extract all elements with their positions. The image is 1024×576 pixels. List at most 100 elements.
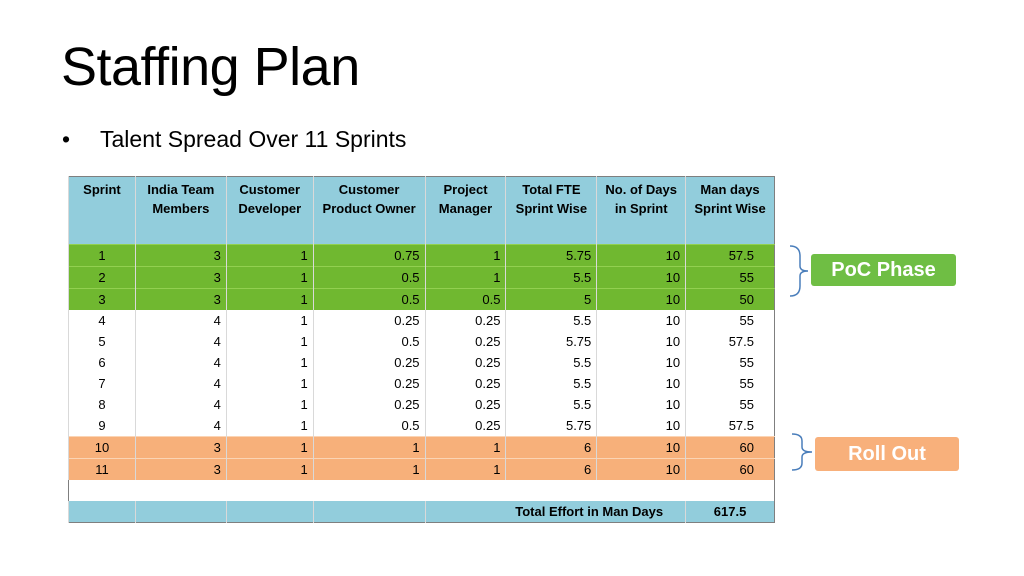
table-row: 8 4 1 0.25 0.25 5.5 10 55 (68, 394, 775, 415)
cell-days-in-sprint: 10 (596, 310, 686, 331)
cell-days-in-sprint: 10 (596, 458, 686, 480)
cell-india-team: 4 (134, 310, 227, 331)
cell-customer-product-owner: 0.25 (312, 373, 426, 394)
cell-project-manager: 0.25 (424, 310, 506, 331)
table-row: 3 3 1 0.5 0.5 5 10 50 (68, 288, 775, 310)
cell-sprint: 5 (68, 331, 136, 352)
cell-india-team: 3 (134, 436, 227, 459)
cell-project-manager: 0.5 (424, 288, 506, 310)
table-row: 6 4 1 0.25 0.25 5.5 10 55 (68, 352, 775, 373)
cell-total-fte: 5.5 (505, 310, 597, 331)
cell-customer-developer: 1 (225, 331, 314, 352)
cell-man-days: 60 (685, 436, 775, 459)
cell-total-fte: 5.75 (505, 331, 597, 352)
cell-days-in-sprint: 10 (596, 331, 686, 352)
cell-man-days: 55 (685, 266, 775, 289)
cell-customer-developer: 1 (225, 244, 314, 267)
cell-days-in-sprint: 10 (596, 373, 686, 394)
cell-project-manager: 1 (424, 244, 506, 267)
cell-customer-product-owner: 1 (312, 436, 426, 459)
cell-days-in-sprint: 10 (596, 352, 686, 373)
cell-sprint: 3 (68, 288, 136, 310)
header-row: Sprint India Team Members Customer Devel… (68, 176, 775, 245)
header-total-fte: Total FTE Sprint Wise (505, 176, 597, 245)
table-row: 11 3 1 1 1 6 10 60 (68, 458, 775, 480)
cell-customer-product-owner: 0.5 (312, 288, 426, 310)
table-row: 9 4 1 0.5 0.25 5.75 10 57.5 (68, 415, 775, 437)
cell-india-team: 4 (134, 394, 227, 415)
cell-man-days: 57.5 (685, 415, 775, 437)
rollout-phase-label: Roll Out (815, 437, 959, 471)
cell-india-team: 4 (134, 331, 227, 352)
cell-customer-product-owner: 0.5 (312, 266, 426, 289)
cell-man-days: 60 (685, 458, 775, 480)
cell-man-days: 55 (685, 310, 775, 331)
cell-customer-developer: 1 (225, 310, 314, 331)
cell-total-fte: 6 (505, 436, 597, 459)
cell-project-manager: 1 (424, 266, 506, 289)
cell-sprint: 10 (68, 436, 136, 459)
cell-customer-product-owner: 0.5 (312, 331, 426, 352)
cell-project-manager: 0.25 (424, 373, 506, 394)
bullet-text: Talent Spread Over 11 Sprints (100, 126, 407, 152)
cell-total-fte: 5.5 (505, 373, 597, 394)
cell-project-manager: 0.25 (424, 331, 506, 352)
cell-man-days: 50 (685, 288, 775, 310)
table-row: 7 4 1 0.25 0.25 5.5 10 55 (68, 373, 775, 394)
cell-project-manager: 0.25 (424, 352, 506, 373)
cell-man-days: 57.5 (685, 331, 775, 352)
cell-india-team: 3 (134, 266, 227, 289)
cell-sprint: 6 (68, 352, 136, 373)
cell-days-in-sprint: 10 (596, 394, 686, 415)
cell-man-days: 55 (685, 352, 775, 373)
cell-sprint: 11 (68, 458, 136, 480)
cell-man-days: 55 (685, 373, 775, 394)
bullet-symbol: • (62, 126, 71, 152)
cell-india-team: 4 (134, 415, 227, 437)
cell-total-fte: 5.5 (505, 394, 597, 415)
total-empty-cell (68, 501, 136, 523)
poc-phase-label: PoC Phase (811, 254, 956, 286)
table-row: 4 4 1 0.25 0.25 5.5 10 55 (68, 310, 775, 331)
spacer-row (69, 480, 775, 501)
cell-days-in-sprint: 10 (596, 244, 686, 267)
header-customer-developer: Customer Developer (225, 176, 314, 245)
poc-brace-icon (789, 245, 809, 297)
total-empty-cell (134, 501, 227, 523)
cell-customer-developer: 1 (225, 288, 314, 310)
cell-customer-product-owner: 0.75 (312, 244, 426, 267)
cell-sprint: 2 (68, 266, 136, 289)
header-man-days: Man days Sprint Wise (685, 176, 775, 245)
total-empty-cell (312, 501, 426, 523)
cell-total-fte: 6 (505, 458, 597, 480)
cell-days-in-sprint: 10 (596, 415, 686, 437)
cell-india-team: 3 (134, 288, 227, 310)
cell-customer-product-owner: 0.25 (312, 394, 426, 415)
table-body: 1 3 1 0.75 1 5.75 10 57.5 2 3 1 0.5 1 5.5 10 55 3 3 1 0.5 0.… (68, 244, 775, 480)
cell-india-team: 4 (134, 373, 227, 394)
cell-project-manager: 0.25 (424, 415, 506, 437)
cell-man-days: 55 (685, 394, 775, 415)
header-days-in-sprint: No. of Days in Sprint (596, 176, 686, 245)
cell-sprint: 7 (68, 373, 136, 394)
cell-customer-developer: 1 (225, 458, 314, 480)
table-row: 2 3 1 0.5 1 5.5 10 55 (68, 266, 775, 289)
cell-days-in-sprint: 10 (596, 288, 686, 310)
cell-customer-developer: 1 (225, 394, 314, 415)
header-sprint: Sprint (68, 176, 136, 245)
staffing-table: Sprint India Team Members Customer Devel… (68, 176, 775, 523)
cell-sprint: 1 (68, 244, 136, 267)
total-row: Total Effort in Man Days 617.5 (68, 501, 775, 523)
cell-sprint: 8 (68, 394, 136, 415)
cell-india-team: 3 (134, 244, 227, 267)
cell-customer-developer: 1 (225, 352, 314, 373)
total-value: 617.5 (685, 501, 775, 523)
cell-man-days: 57.5 (685, 244, 775, 267)
cell-sprint: 4 (68, 310, 136, 331)
cell-total-fte: 5 (505, 288, 597, 310)
total-empty-cell (225, 501, 314, 523)
bullet-item: • Talent Spread Over 11 Sprints (62, 126, 406, 153)
cell-sprint: 9 (68, 415, 136, 437)
header-india-team: India Team Members (134, 176, 227, 245)
cell-project-manager: 1 (424, 458, 506, 480)
